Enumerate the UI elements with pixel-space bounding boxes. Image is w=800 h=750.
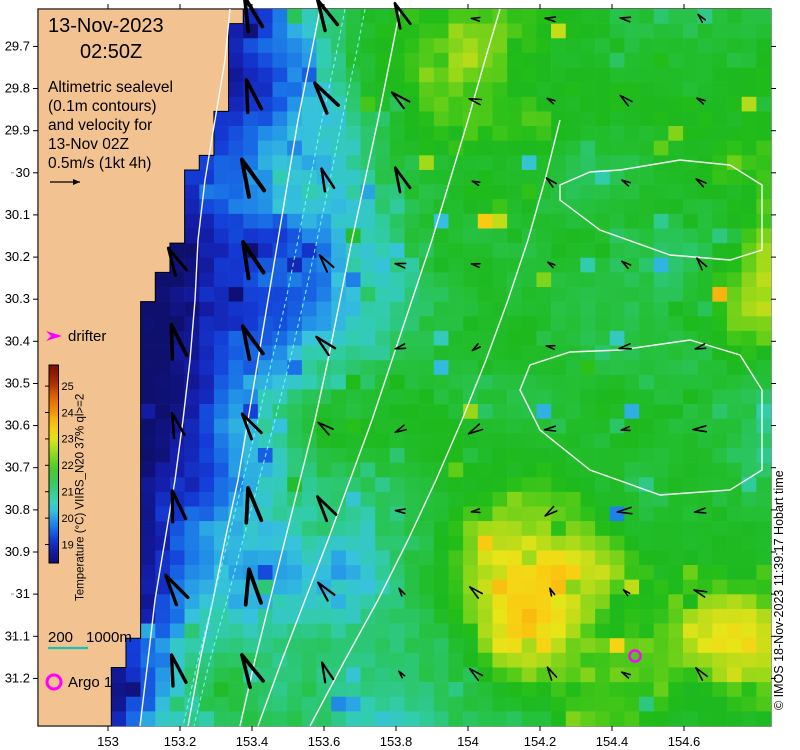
svg-text:© IMOS 18-Nov-2023 11:39:17 Ho: © IMOS 18-Nov-2023 11:39:17 Hobart time <box>772 470 786 710</box>
svg-text:153.8: 153.8 <box>380 734 413 749</box>
svg-text:22: 22 <box>62 460 74 472</box>
svg-text:02:50Z: 02:50Z <box>80 41 142 63</box>
svg-text:30.3: 30.3 <box>5 291 30 306</box>
svg-text:153.2: 153.2 <box>164 734 197 749</box>
svg-text:154: 154 <box>457 734 479 749</box>
svg-text:30.8: 30.8 <box>5 502 30 517</box>
svg-text:20: 20 <box>62 513 74 525</box>
svg-text:(0.1m contours): (0.1m contours) <box>48 98 157 115</box>
svg-text:drifter: drifter <box>68 328 106 345</box>
svg-text:29.7: 29.7 <box>5 38 30 53</box>
svg-text:200: 200 <box>48 629 73 646</box>
svg-text:29.8: 29.8 <box>5 81 30 96</box>
svg-text:153: 153 <box>97 734 119 749</box>
svg-text:19: 19 <box>62 539 74 551</box>
svg-text:31: 31 <box>16 586 30 601</box>
svg-text:30.6: 30.6 <box>5 418 30 433</box>
svg-text:and velocity for: and velocity for <box>48 117 152 134</box>
svg-text:154.4: 154.4 <box>596 734 629 749</box>
svg-text:30.9: 30.9 <box>5 544 30 559</box>
svg-text:Altimetric sealevel: Altimetric sealevel <box>48 79 173 96</box>
svg-text:30.5: 30.5 <box>5 376 30 391</box>
svg-text:13-Nov 02Z: 13-Nov 02Z <box>48 136 129 153</box>
svg-text:30.7: 30.7 <box>5 460 30 475</box>
svg-text:154.2: 154.2 <box>524 734 557 749</box>
svg-text:13-Nov-2023: 13-Nov-2023 <box>48 15 164 37</box>
svg-text:29.9: 29.9 <box>5 123 30 138</box>
svg-text:30.2: 30.2 <box>5 249 30 264</box>
svg-text:23: 23 <box>62 434 74 446</box>
svg-text:25: 25 <box>62 381 74 393</box>
svg-text:154.6: 154.6 <box>668 734 701 749</box>
svg-text:31.2: 31.2 <box>5 670 30 685</box>
svg-text:30.1: 30.1 <box>5 207 30 222</box>
svg-text:24: 24 <box>62 407 74 419</box>
svg-text:21: 21 <box>62 487 74 499</box>
svg-text:Argo 1: Argo 1 <box>68 674 112 691</box>
svg-text:30: 30 <box>16 165 30 180</box>
svg-text:153.6: 153.6 <box>308 734 341 749</box>
svg-text:1000m: 1000m <box>86 629 132 646</box>
svg-text:153.4: 153.4 <box>236 734 269 749</box>
svg-text:Temperature (°C) VIIRS_N20 37%: Temperature (°C) VIIRS_N20 37% ql>=2 <box>75 394 87 601</box>
svg-text:30.4: 30.4 <box>5 333 30 348</box>
svg-text:31.1: 31.1 <box>5 628 30 643</box>
svg-text:0.5m/s (1kt 4h): 0.5m/s (1kt 4h) <box>48 155 151 172</box>
